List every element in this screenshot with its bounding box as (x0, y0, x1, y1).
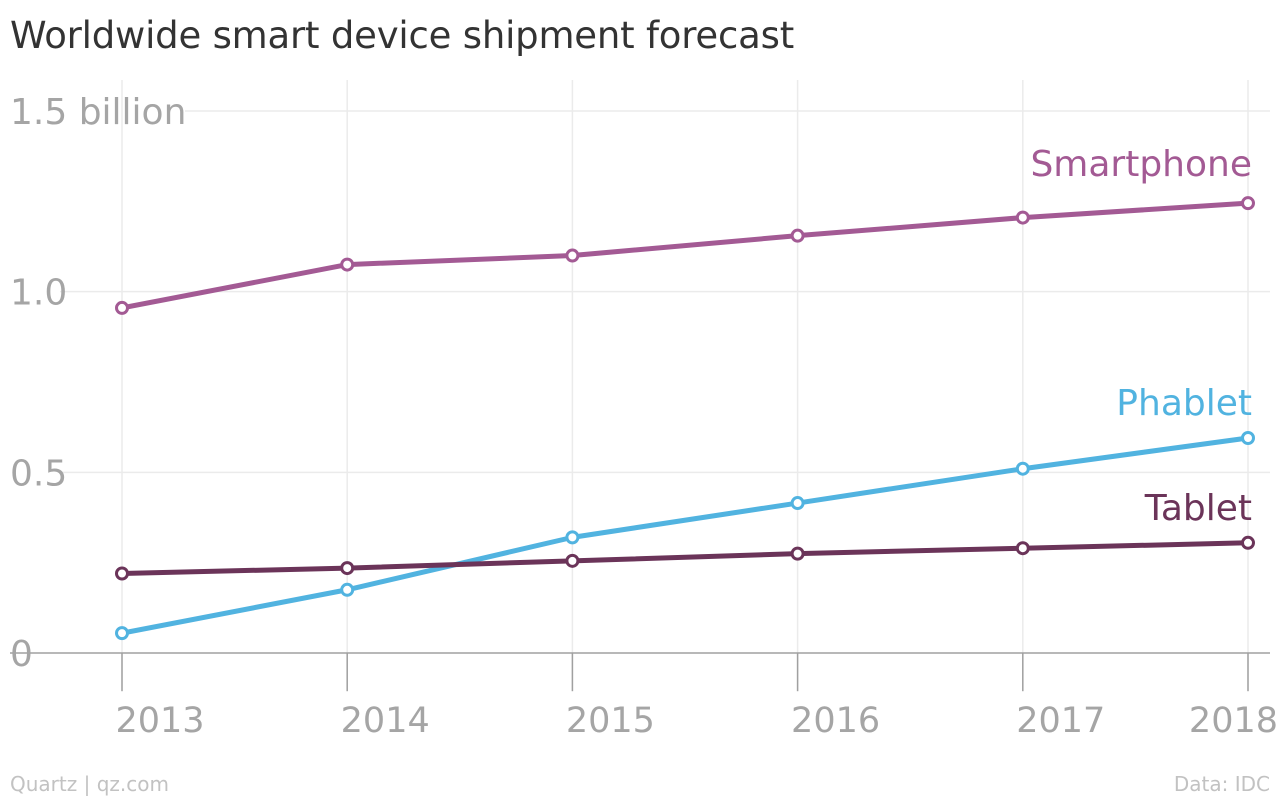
data-point-tablet (790, 546, 805, 561)
series-line-phablet (119, 435, 1251, 636)
chart-title: Worldwide smart device shipment forecast (10, 14, 794, 57)
grid-layer (10, 80, 1270, 692)
footer-credit: Data: IDC (1173, 772, 1270, 796)
data-point-smartphone (790, 228, 805, 243)
data-point-phablet (340, 582, 355, 597)
x-tick-label: 2016 (791, 701, 880, 741)
series-label-phablet: Phablet (1116, 383, 1252, 424)
data-point-smartphone (1241, 196, 1255, 211)
axis-layer: 0 0.5 1.0 1.5 billion 2013 2014 2015 2016 2017 20… (10, 92, 1278, 741)
y-tick-label: 0 (10, 634, 33, 675)
data-point-tablet (1015, 541, 1030, 556)
series-label-tablet: Tablet (1144, 488, 1252, 529)
data-point-smartphone (1015, 210, 1030, 225)
x-tick-label: 2014 (341, 701, 430, 741)
data-point-smartphone (565, 248, 580, 263)
series-line-smartphone (119, 200, 1251, 311)
data-point-tablet (115, 566, 129, 581)
y-tick-label: 1.5 billion (10, 92, 186, 133)
x-tick-label: 2013 (115, 701, 204, 741)
x-tick-label: 2018 (1189, 701, 1278, 741)
series-layer (115, 196, 1255, 641)
data-point-phablet (1241, 431, 1255, 446)
data-point-phablet (1015, 461, 1030, 476)
data-point-tablet (565, 553, 580, 568)
label-layer: Smartphone Phablet Tablet (1030, 144, 1252, 529)
data-point-smartphone (115, 300, 129, 315)
x-tick-label: 2017 (1016, 701, 1105, 741)
data-point-tablet (340, 561, 355, 576)
y-tick-label: 1.0 (10, 273, 67, 314)
data-point-phablet (790, 496, 805, 511)
x-tick-label: 2015 (566, 701, 655, 741)
series-line-tablet (119, 540, 1251, 577)
y-tick-label: 0.5 (10, 453, 67, 494)
data-point-phablet (115, 626, 129, 641)
series-label-smartphone: Smartphone (1030, 144, 1252, 185)
data-point-phablet (565, 530, 580, 545)
footer-source: Quartz | qz.com (10, 772, 169, 796)
data-point-tablet (1241, 535, 1255, 550)
data-point-smartphone (340, 257, 355, 272)
